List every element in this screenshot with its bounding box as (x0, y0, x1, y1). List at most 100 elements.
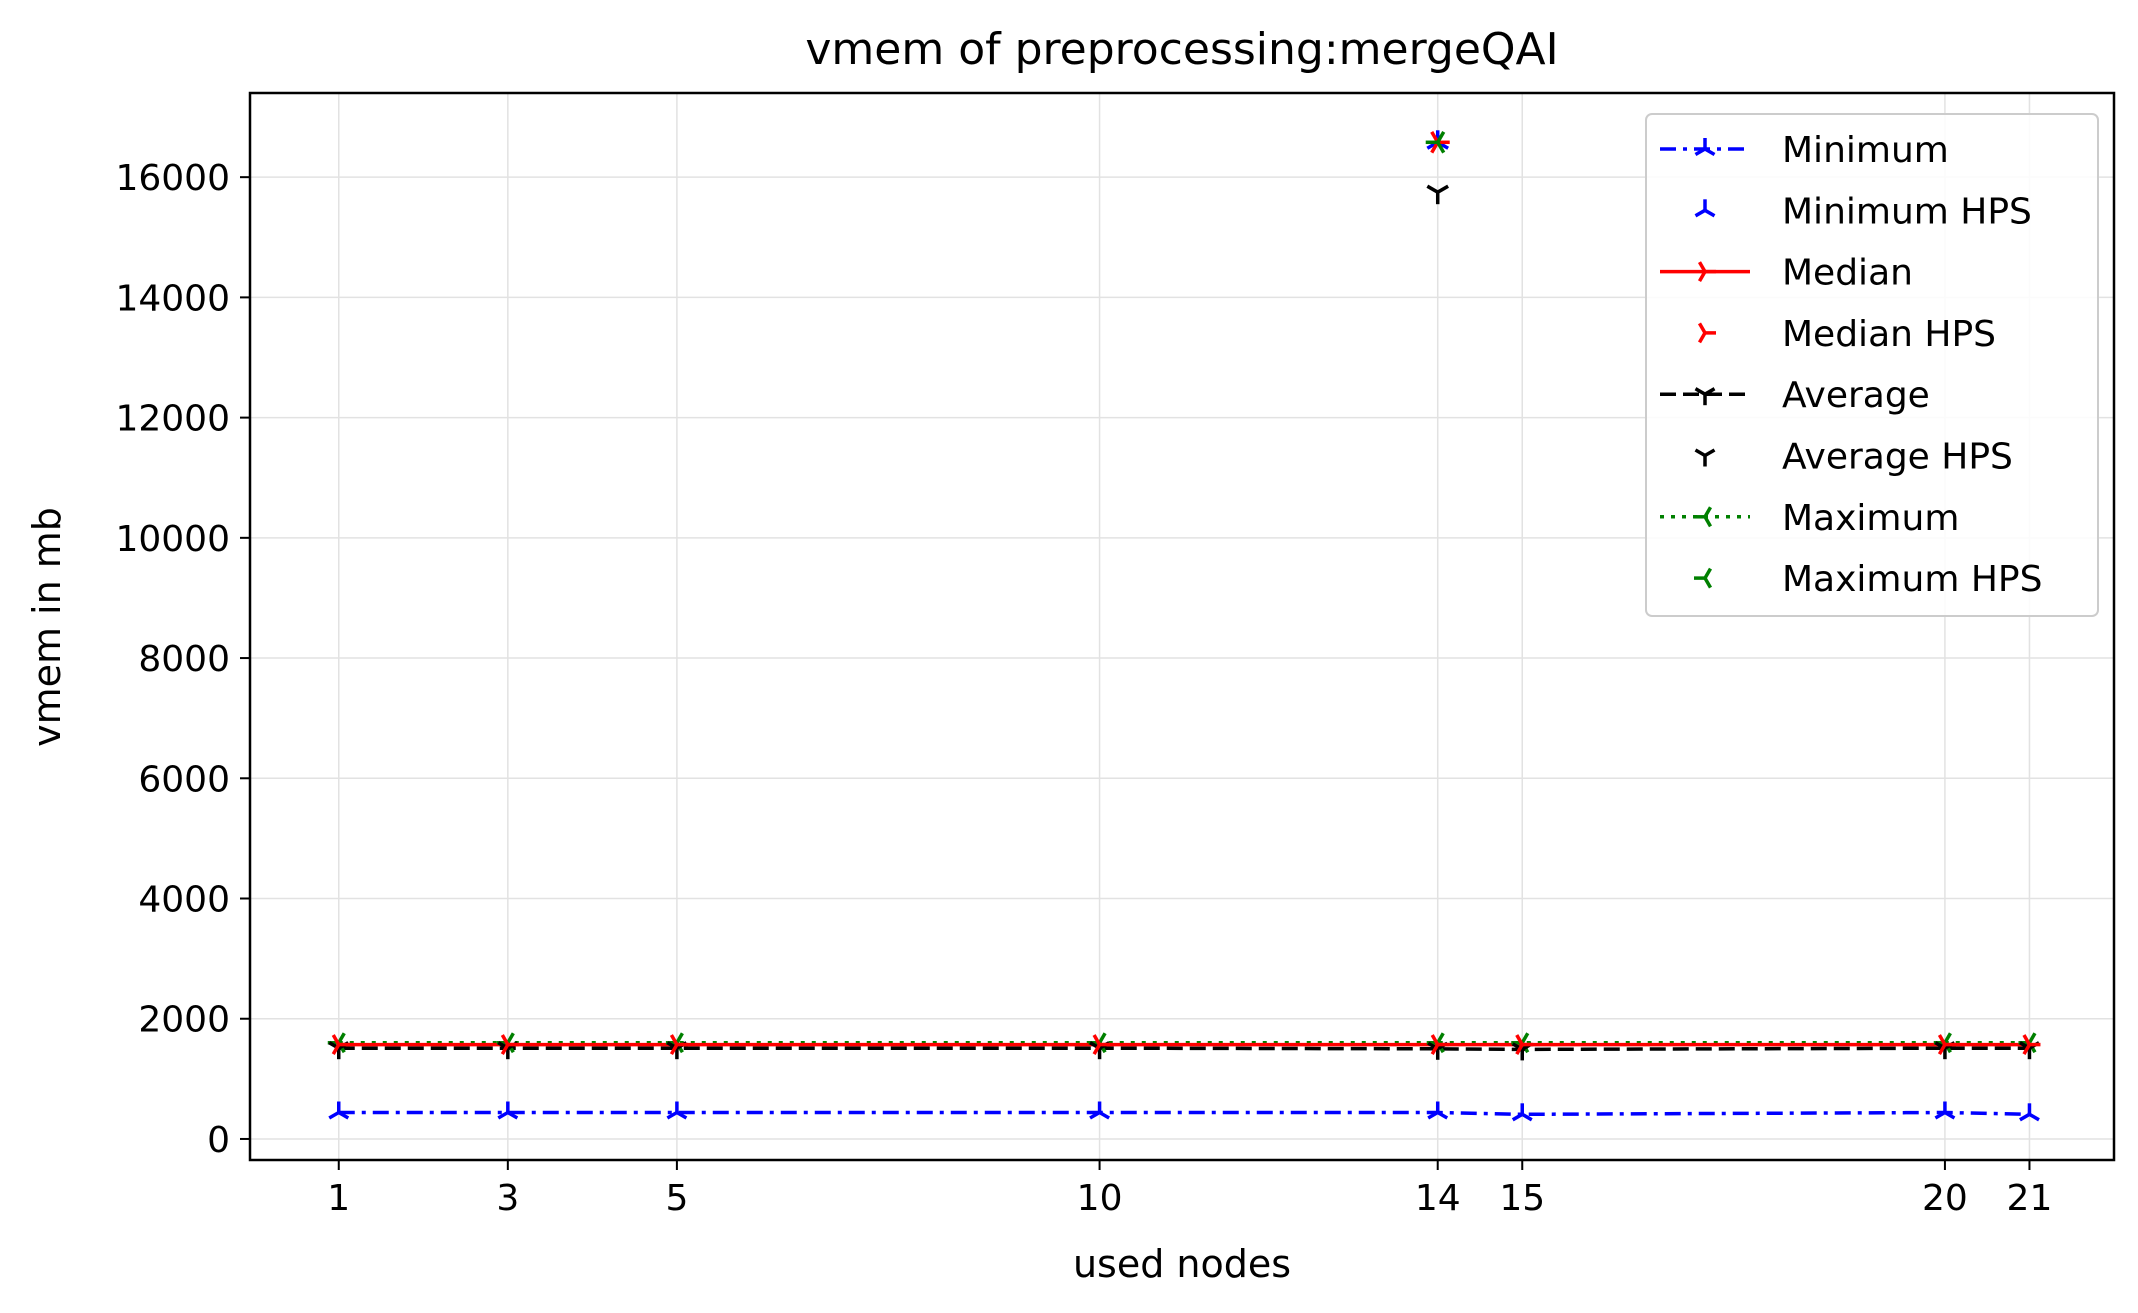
point-median-20-arm-2 (1937, 1034, 1947, 1046)
point-average-hps-14-arm-2 (1436, 184, 1449, 194)
point-minimum-3 (497, 1101, 519, 1120)
y-tick-label-4000: 4000 (138, 880, 230, 921)
point-minimum-14-arm-1 (1436, 1110, 1449, 1120)
legend-marker-average-hps-arm-2 (1704, 448, 1716, 458)
y-axis-ticks: 0 2000 4000 6000 8000 10000 12000 14000 16000 (115, 158, 250, 1161)
legend-label-average-hps: Average HPS (1782, 437, 2013, 478)
point-median-5 (669, 1034, 688, 1055)
point-minimum-10-arm-1 (1098, 1110, 1110, 1120)
legend-marker-median (1697, 261, 1716, 283)
x-tick-label-1: 1 (327, 1178, 350, 1219)
legend-label-average: Average (1782, 375, 1930, 416)
series-lines (338, 1041, 2030, 1117)
y-tick-label-0: 0 (207, 1120, 230, 1161)
point-minimum-21-arm-1 (2028, 1112, 2040, 1122)
legend-marker-maximum-hps (1694, 567, 1713, 589)
point-average-hps-14 (1426, 184, 1449, 205)
point-maximum-3-arm-1 (506, 1032, 515, 1044)
point-minimum-21 (2019, 1103, 2040, 1122)
legend-label-minimum: Minimum (1782, 130, 1949, 171)
legend-marker-minimum-arm-1 (1704, 147, 1716, 157)
point-median-15 (1515, 1034, 1534, 1055)
legend-marker-minimum-arm-2 (1694, 147, 1706, 157)
point-median-21 (2022, 1034, 2041, 1055)
legend-marker-median-hps (1697, 322, 1716, 344)
legend-marker-minimum (1694, 138, 1716, 157)
x-tick-label-21: 21 (2007, 1178, 2053, 1219)
point-median-1 (331, 1034, 350, 1055)
legend-marker-minimum-hps-arm-1 (1704, 208, 1716, 218)
point-minimum-5-arm-1 (676, 1110, 688, 1120)
point-median-14-arm-1 (1430, 1043, 1440, 1055)
point-minimum-14 (1427, 1101, 1449, 1120)
point-median-5-arm-1 (669, 1043, 679, 1055)
legend-marker-average-arm-1 (1694, 387, 1706, 396)
point-minimum-3-arm-1 (506, 1110, 519, 1120)
point-minimum-5 (666, 1101, 688, 1120)
point-median-1-arm-2 (331, 1034, 341, 1046)
point-minimum-20-arm-2 (1934, 1110, 1946, 1120)
legend: Minimum Minimum HPS Median Median HPS Averag… (1645, 113, 2099, 617)
point-average-hps-14-arm-1 (1426, 184, 1439, 194)
point-minimum-1-arm-2 (328, 1110, 340, 1120)
legend-marker-average-hps (1694, 448, 1716, 467)
point-maximum-hps-14-arm-1 (1436, 131, 1446, 144)
point-minimum-3-arm-2 (497, 1110, 509, 1120)
point-minimum-10-arm-2 (1089, 1110, 1101, 1120)
legend-marker-maximum-hps-arm-2 (1703, 577, 1713, 589)
point-median-21-arm-2 (2022, 1034, 2031, 1046)
legend-marker-median-hps-arm-2 (1697, 322, 1707, 334)
point-minimum-20 (1934, 1101, 1956, 1120)
point-median-10-arm-2 (1092, 1034, 1102, 1046)
legend-box (1645, 113, 2099, 617)
y-tick-label-16000: 16000 (115, 158, 230, 199)
legend-marker-average-arm-2 (1704, 387, 1716, 396)
legend-label-maximum: Maximum (1782, 498, 1959, 539)
y-tick-label-6000: 6000 (138, 759, 230, 800)
x-tick-label-20: 20 (1922, 1178, 1968, 1219)
legend-label-median: Median (1782, 253, 1913, 294)
legend-marker-maximum-hps-arm-1 (1703, 567, 1713, 579)
point-maximum-5-arm-1 (675, 1032, 684, 1044)
series-line-minimum (338, 1110, 2030, 1117)
legend-marker-median-hps-arm-1 (1697, 332, 1707, 344)
point-maximum-hps-14 (1425, 131, 1446, 154)
markers (327, 130, 2041, 1122)
point-median-3-arm-1 (500, 1043, 510, 1055)
legend-label-minimum-hps: Minimum HPS (1782, 191, 2032, 232)
point-median-3-arm-2 (500, 1034, 510, 1046)
point-maximum-1-arm-1 (337, 1032, 346, 1044)
y-tick-label-14000: 14000 (115, 278, 230, 319)
legend-marker-maximum-arm-1 (1703, 506, 1713, 518)
point-minimum-15 (1511, 1103, 1533, 1122)
point-minimum-1 (328, 1101, 350, 1120)
chart-title: vmem of preprocessing:mergeQAI (805, 24, 1558, 75)
point-median-14 (1430, 1034, 1449, 1055)
x-tick-label-14: 14 (1415, 1178, 1461, 1219)
point-minimum-15-arm-2 (1511, 1112, 1524, 1122)
point-median-15-arm-1 (1515, 1043, 1524, 1055)
point-minimum-21-arm-2 (2019, 1112, 2031, 1122)
point-maximum-21-arm-1 (2027, 1032, 2037, 1044)
legend-marker-maximum-arm-2 (1703, 515, 1713, 528)
point-maximum-hps-14-arm-2 (1436, 141, 1446, 154)
point-maximum-15-arm-1 (1520, 1032, 1530, 1044)
series-line-average (338, 1046, 2030, 1052)
point-minimum-10 (1089, 1101, 1110, 1120)
x-tick-label-3: 3 (496, 1178, 519, 1219)
legend-marker-average-hps-arm-1 (1694, 448, 1706, 458)
legend-marker-minimum-hps (1694, 199, 1716, 218)
y-tick-label-2000: 2000 (138, 1000, 230, 1041)
point-median-20-arm-1 (1937, 1043, 1947, 1055)
x-tick-label-15: 15 (1499, 1178, 1545, 1219)
point-maximum-20-arm-1 (1943, 1032, 1952, 1044)
legend-marker-minimum-hps-arm-2 (1694, 208, 1706, 218)
point-median-20 (1937, 1034, 1956, 1055)
point-median-5-arm-2 (669, 1034, 679, 1046)
point-maximum-14-arm-1 (1436, 1032, 1445, 1044)
point-median-14-arm-2 (1430, 1034, 1440, 1046)
point-minimum-20-arm-1 (1944, 1110, 1956, 1120)
point-median-15-arm-2 (1515, 1034, 1524, 1046)
y-tick-label-10000: 10000 (115, 519, 230, 560)
